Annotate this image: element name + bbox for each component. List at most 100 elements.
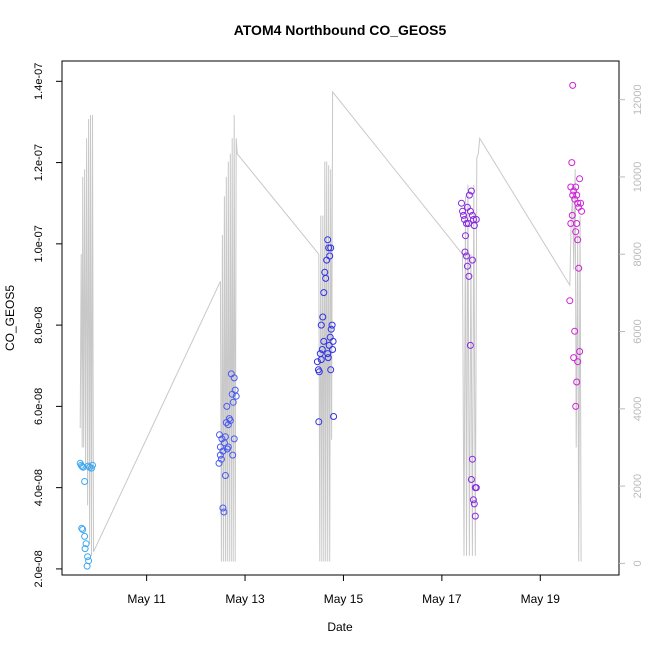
data-point	[81, 478, 89, 485]
x-tick-label: May 11	[127, 592, 166, 606]
data-point	[572, 402, 580, 410]
data-point	[325, 341, 333, 349]
y-tick-label: 1.0e-07	[33, 225, 45, 262]
data-point	[324, 350, 332, 358]
x-axis: May 11 May 13 May 15 May 17 May 19	[127, 575, 560, 606]
altitude-line	[79, 90, 582, 562]
y2-tick-label: 2000	[632, 474, 644, 498]
data-point	[463, 262, 471, 270]
data-point	[221, 472, 229, 479]
data-point	[217, 455, 225, 463]
data-point	[575, 264, 583, 272]
y2-axis: 0 2000 4000 6000 8000 10000 12000	[619, 84, 644, 566]
y2-tick-label: 6000	[632, 319, 644, 343]
data-point	[462, 232, 469, 240]
data-point	[320, 337, 328, 345]
data-point	[230, 374, 238, 382]
data-point	[467, 187, 475, 195]
y-axis-label: CO_GEOS5	[3, 285, 17, 351]
y-axis: 2.0e-08 4.0e-08 6.0e-08 8.0e-08 1.0e-07 1.2e-…	[33, 63, 62, 588]
y-tick-label: 2.0e-08	[33, 550, 45, 587]
data-point	[315, 368, 323, 376]
data-point	[226, 417, 234, 425]
data-point	[230, 435, 238, 443]
data-point	[577, 199, 585, 207]
data-point	[320, 289, 328, 297]
data-point	[572, 228, 580, 236]
data-point	[461, 248, 469, 256]
data-point	[463, 220, 470, 227]
data-point	[465, 191, 473, 199]
data-point	[325, 244, 333, 252]
data-point	[573, 191, 581, 199]
data-point	[569, 191, 577, 199]
data-point	[223, 402, 231, 410]
data-point	[574, 199, 582, 207]
y2-tick-label: 8000	[632, 242, 644, 266]
data-point	[84, 462, 92, 470]
data-point	[574, 358, 582, 366]
y-tick-label: 1.4e-07	[33, 63, 45, 100]
data-point	[468, 256, 476, 264]
data-point	[326, 252, 334, 260]
data-point	[465, 272, 473, 280]
data-point	[568, 211, 576, 219]
data-point	[89, 461, 96, 469]
data-point	[571, 327, 579, 335]
data-point	[79, 526, 87, 533]
data-point	[578, 207, 586, 215]
data-point	[232, 392, 240, 400]
data-point	[576, 348, 584, 355]
x-tick-label: May 15	[324, 592, 364, 606]
data-point	[468, 455, 476, 463]
data-point	[329, 337, 337, 345]
y-tick-label: 4.0e-08	[33, 469, 45, 506]
data-point	[468, 211, 476, 219]
data-point	[329, 346, 337, 353]
data-point	[330, 413, 338, 420]
data-point	[466, 341, 474, 349]
y2-tick-label: 0	[632, 560, 644, 566]
data-point	[572, 183, 580, 191]
data-point	[460, 211, 467, 219]
data-point	[576, 175, 584, 183]
data-point	[317, 356, 325, 364]
x-axis-label: Date	[327, 620, 353, 634]
data-point	[219, 504, 227, 512]
data-point	[324, 354, 332, 362]
data-point	[313, 358, 321, 366]
data-point	[573, 378, 581, 386]
data-point	[463, 252, 470, 260]
data-point	[84, 553, 92, 561]
data-point	[327, 366, 335, 374]
data-point	[461, 216, 468, 223]
data-point	[223, 445, 231, 453]
y2-tick-label: 12000	[632, 84, 644, 115]
data-point	[77, 461, 85, 469]
y-tick-label: 6.0e-08	[33, 388, 45, 425]
data-point	[466, 207, 474, 215]
x-tick-label: May 17	[422, 592, 462, 606]
data-point	[458, 199, 465, 207]
data-point	[469, 496, 477, 504]
y-tick-label: 1.2e-07	[33, 144, 45, 181]
data-point	[459, 207, 466, 215]
data-point	[81, 532, 89, 540]
data-point	[464, 220, 472, 227]
data-point	[78, 524, 86, 532]
data-point	[470, 222, 478, 230]
data-point	[471, 512, 479, 520]
data-point	[327, 325, 335, 333]
data-point	[573, 220, 581, 227]
data-point	[569, 81, 577, 89]
x-tick-label: May 19	[521, 592, 561, 606]
data-point	[327, 244, 335, 252]
data-point	[328, 321, 336, 329]
data-point	[220, 508, 228, 516]
data-points	[76, 81, 586, 570]
data-point	[229, 451, 237, 459]
y2-tick-label: 10000	[632, 162, 644, 193]
data-point	[221, 433, 229, 441]
data-point	[83, 562, 91, 570]
